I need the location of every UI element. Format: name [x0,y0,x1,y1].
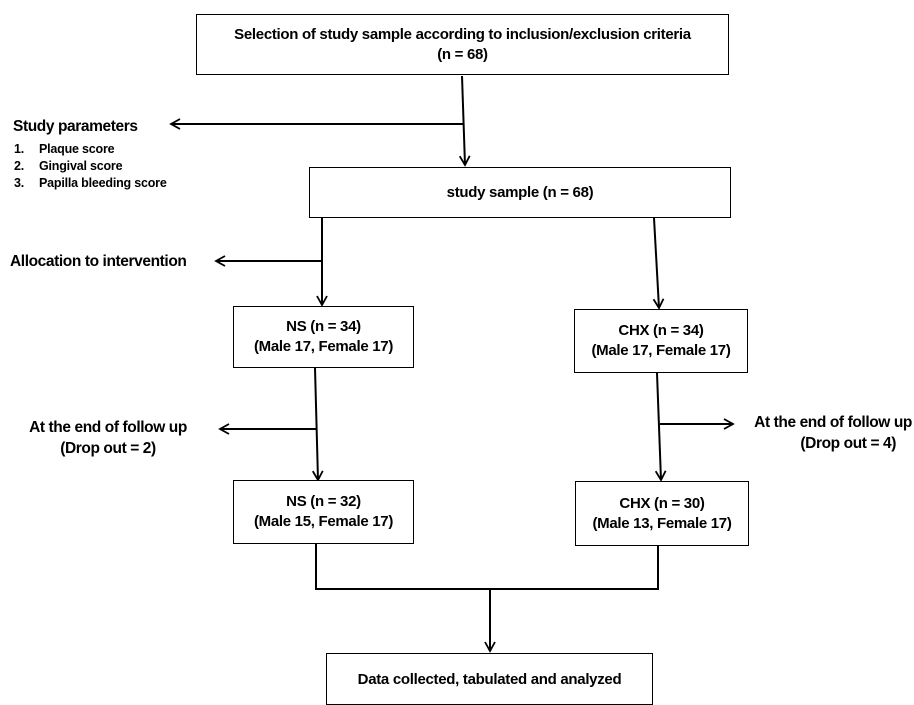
chx-followup-box: CHX (n = 30) (Male 13, Female 17) [575,481,749,546]
selection-box: Selection of study sample according to i… [196,14,729,75]
followup-right-dropout: (Drop out = 4) [800,435,896,452]
chx-allocation-box: CHX (n = 34) (Male 17, Female 17) [574,309,748,373]
followup-left-title: At the end of follow up [29,419,187,436]
study-sample-box: study sample (n = 68) [309,167,731,218]
followup-left-dropout: (Drop out = 2) [60,440,156,457]
followup-left-label: At the end of follow up (Drop out = 2) [24,417,192,459]
chx-followup-count: CHX (n = 30) [619,494,705,512]
ns-followup-count: NS (n = 32) [286,493,361,510]
ns-followup-box: NS (n = 32) (Male 15, Female 17) [233,480,414,544]
selection-text: Selection of study sample according to i… [234,25,691,43]
arrow-selection-to-sample [458,75,471,167]
merge-connector [315,544,659,590]
study-parameter-number: 2. [14,159,25,173]
study-parameter-item: 2. Gingival score [14,158,167,175]
arrow-sample-to-chx [652,217,665,310]
data-analysis-text: Data collected, tabulated and analyzed [357,671,622,688]
study-parameters-list: 1. Plaque score 2. Gingival score 3. Papill… [14,141,167,192]
data-analysis-box: Data collected, tabulated and analyzed [326,653,653,705]
study-parameters-title: Study parameters [13,118,138,135]
chx-allocation-gender: (Male 17, Female 17) [591,342,731,359]
chx-followup-gender: (Male 13, Female 17) [592,514,732,532]
ns-allocation-gender: (Male 17, Female 17) [253,338,394,355]
ns-followup-gender: (Male 15, Female 17) [253,513,394,530]
selection-count: (n = 68) [437,45,488,63]
ns-allocation-count: NS (n = 34) [286,318,361,335]
study-parameter-number: 3. [14,176,25,190]
chx-allocation-count: CHX (n = 34) [618,322,704,339]
arrow-chx-to-chx-followup [654,372,667,482]
study-parameter-number: 1. [14,142,25,156]
followup-right-label: At the end of follow up (Drop out = 4) [742,412,912,454]
allocation-label: Allocation to intervention [10,253,187,270]
ns-allocation-box: NS (n = 34) (Male 17, Female 17) [233,306,414,368]
arrow-ns-to-ns-followup [311,367,324,482]
study-parameter-item: 3. Papilla bleeding score [14,175,167,192]
study-parameter-item: 1. Plaque score [14,141,167,158]
study-parameter-text: Plaque score [39,142,115,156]
study-parameter-text: Papilla bleeding score [39,176,167,190]
study-sample-text: study sample (n = 68) [446,183,594,201]
followup-right-title: At the end of follow up [754,414,912,431]
study-parameter-text: Gingival score [39,159,123,173]
